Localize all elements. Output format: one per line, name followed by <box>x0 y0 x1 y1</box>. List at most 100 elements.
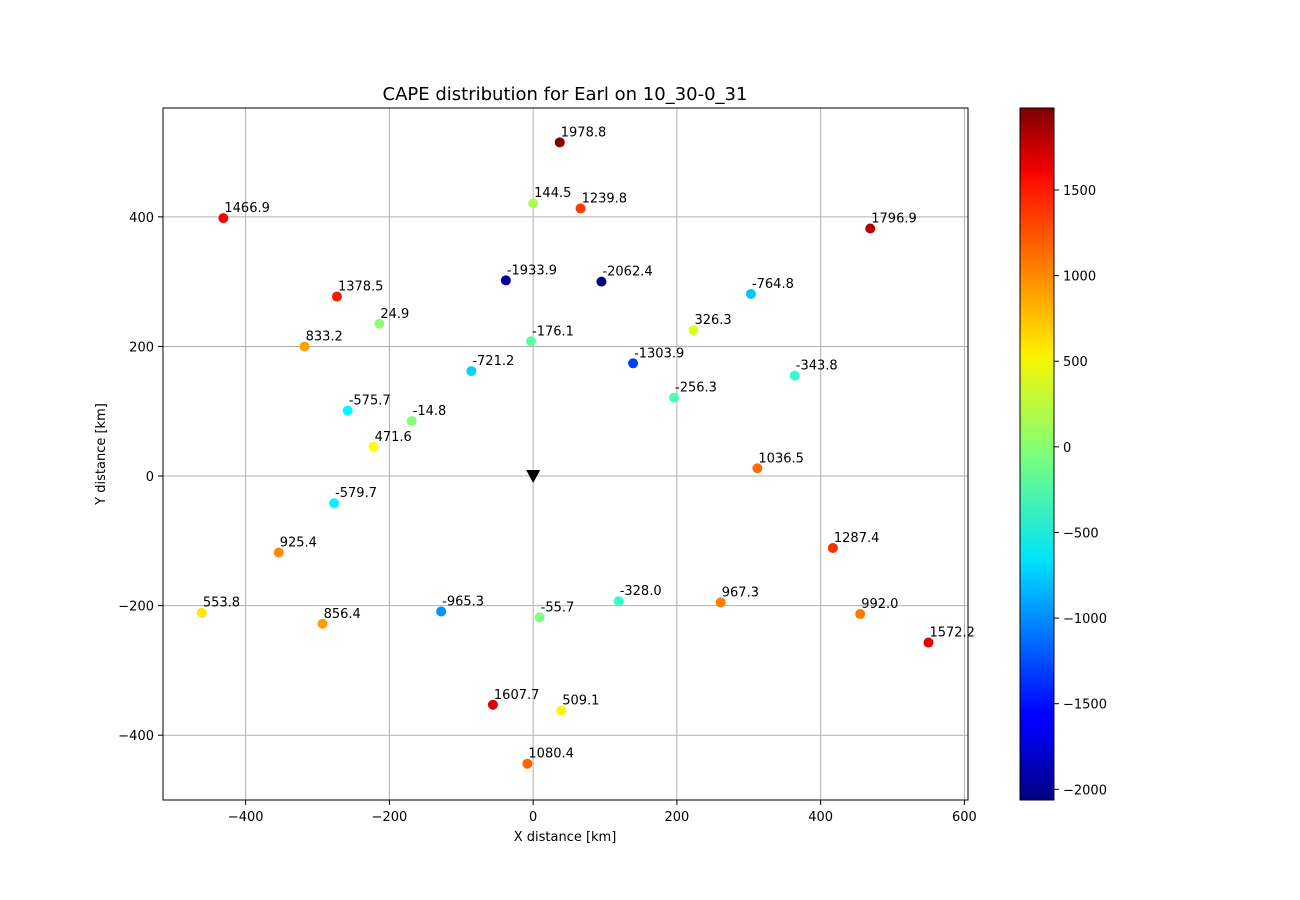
center-marker <box>526 470 541 484</box>
data-point <box>556 705 567 716</box>
data-point <box>218 213 229 224</box>
data-point <box>669 392 680 403</box>
data-point <box>406 415 417 426</box>
data-label: -575.7 <box>349 394 391 409</box>
data-labels: 1978.8 1466.9 144.5 1239.8 1796.9 -1933.9 -206… <box>203 125 975 761</box>
data-label: 967.3 <box>722 585 759 600</box>
data-label: -1933.9 <box>507 263 557 278</box>
data-label: 471.6 <box>375 430 412 445</box>
data-point <box>628 358 639 369</box>
data-label: 856.4 <box>324 607 361 622</box>
data-label: 1796.9 <box>871 212 917 227</box>
data-point <box>436 606 447 617</box>
data-point <box>745 288 756 299</box>
data-label: 553.8 <box>203 596 240 611</box>
data-label: -14.8 <box>413 404 447 419</box>
data-point <box>554 137 565 148</box>
data-label: -256.3 <box>675 381 717 396</box>
x-axis-ticks: −400 −200 0 200 400 600 <box>228 800 977 825</box>
data-label: 1572.2 <box>929 626 975 641</box>
data-label: 1287.4 <box>834 531 880 546</box>
x-tick-label: 200 <box>664 810 689 825</box>
y-tick-label: 400 <box>129 211 154 226</box>
data-label: 144.5 <box>534 186 571 201</box>
data-point <box>789 370 800 381</box>
colorbar-tick-label: 500 <box>1063 355 1088 370</box>
data-label: 509.1 <box>562 694 599 709</box>
chart-title: CAPE distribution for Earl on 10_30-0_31 <box>383 84 748 105</box>
data-point <box>688 325 699 336</box>
center-triangle-marker <box>526 470 541 484</box>
data-point <box>500 275 511 286</box>
data-point <box>331 291 342 302</box>
data-label: 24.9 <box>380 307 409 322</box>
colorbar-tick-label: 1500 <box>1063 184 1096 199</box>
data-point <box>596 276 607 287</box>
data-label: 1978.8 <box>561 125 607 140</box>
data-label: -579.7 <box>335 486 377 501</box>
data-label: 1607.7 <box>494 688 540 703</box>
y-tick-label: 0 <box>146 470 154 485</box>
x-axis-label: X distance [km] <box>514 830 617 845</box>
data-label: 833.2 <box>306 329 343 344</box>
colorbar-tick-label: 1000 <box>1063 270 1096 285</box>
data-point <box>299 341 310 352</box>
data-point <box>613 596 624 607</box>
data-point <box>522 758 533 769</box>
y-axis-ticks: −400 −200 0 200 400 <box>118 211 163 744</box>
data-label: -2062.4 <box>602 265 652 280</box>
x-tick-label: 0 <box>529 810 537 825</box>
data-label: -343.8 <box>796 359 838 374</box>
colorbar-ticks: −2000 −1500 −1000 −500 0 500 1000 1500 <box>1054 184 1107 798</box>
data-point <box>317 618 328 629</box>
colorbar-tick-label: −1500 <box>1063 698 1107 713</box>
data-label: 1036.5 <box>758 451 804 466</box>
data-point <box>342 405 353 416</box>
colorbar-tick-label: −500 <box>1063 526 1099 541</box>
data-label: 326.3 <box>694 313 731 328</box>
y-tick-label: −200 <box>118 600 154 615</box>
colorbar: −2000 −1500 −1000 −500 0 500 1000 1500 <box>1019 107 1107 801</box>
data-point <box>752 463 763 474</box>
data-point <box>528 198 539 209</box>
x-tick-label: −200 <box>372 810 408 825</box>
data-label: -965.3 <box>442 594 484 609</box>
data-point <box>827 542 838 553</box>
colorbar-tick-label: −1000 <box>1063 612 1107 627</box>
data-point <box>487 699 498 710</box>
data-point <box>534 612 545 623</box>
data-label: 1378.5 <box>338 280 384 295</box>
x-tick-label: −400 <box>228 810 264 825</box>
data-label: -176.1 <box>532 324 574 339</box>
data-label: -721.2 <box>472 354 514 369</box>
plot-area-frame <box>162 107 969 801</box>
data-point <box>575 203 586 214</box>
data-label: -1303.9 <box>634 346 684 361</box>
data-label: -328.0 <box>620 584 662 599</box>
data-label: 925.4 <box>280 535 317 550</box>
data-label: -764.8 <box>752 277 794 292</box>
x-tick-label: 400 <box>808 810 833 825</box>
data-point <box>196 607 207 618</box>
data-point <box>865 223 876 234</box>
data-label: 1239.8 <box>582 191 628 206</box>
data-point <box>368 441 379 452</box>
data-label: 992.0 <box>861 597 898 612</box>
colorbar-gradient <box>1019 107 1055 801</box>
data-label: -55.7 <box>541 600 575 615</box>
data-point <box>855 609 866 620</box>
data-point <box>466 366 477 377</box>
y-tick-label: −400 <box>118 729 154 744</box>
data-points <box>196 137 934 769</box>
data-label: 1080.4 <box>528 747 574 762</box>
y-tick-label: 200 <box>129 340 154 355</box>
data-point <box>715 597 726 608</box>
data-point <box>923 637 934 648</box>
data-point <box>329 498 340 509</box>
colorbar-tick-label: −2000 <box>1063 783 1107 798</box>
data-point <box>374 318 385 329</box>
x-tick-label: 600 <box>952 810 977 825</box>
data-point <box>273 547 284 558</box>
